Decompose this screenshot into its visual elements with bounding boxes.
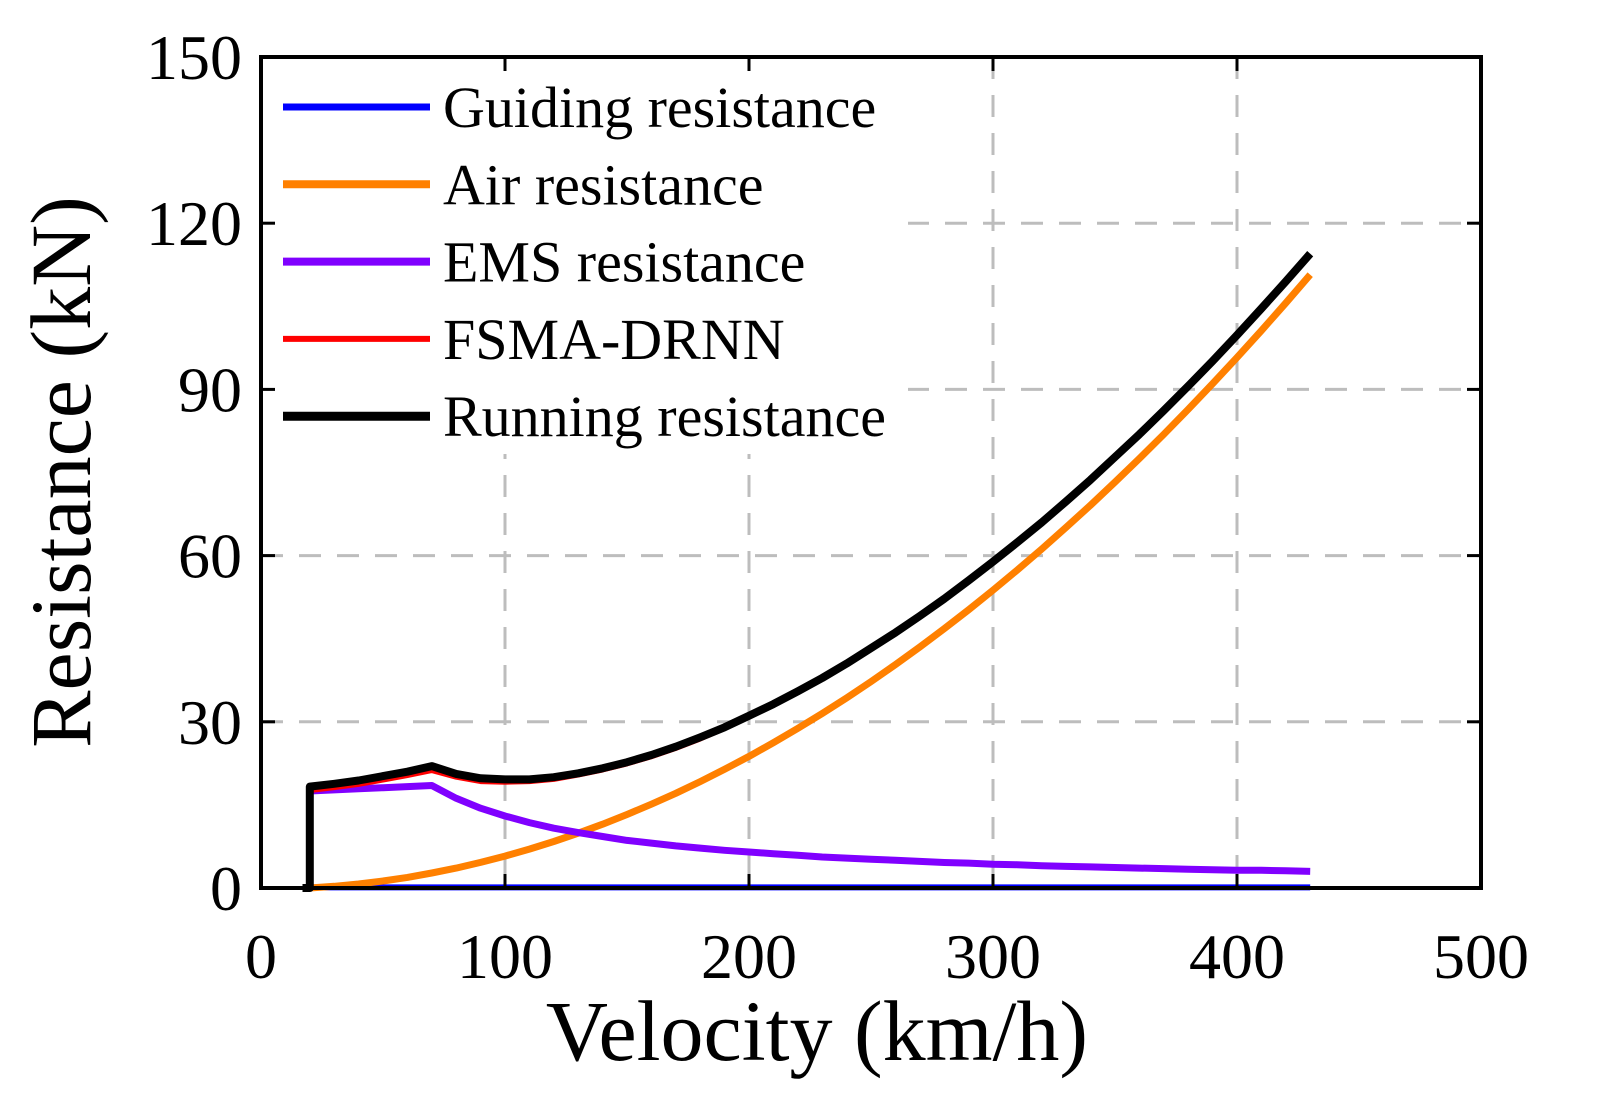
x-tick-label: 100	[457, 921, 553, 992]
axis-ticks	[259, 55, 1483, 890]
y-tick-label: 120	[146, 188, 242, 259]
y-tick-label: 90	[178, 354, 242, 425]
legend: Guiding resistance Air resistance EMS resi…	[283, 75, 886, 449]
legend-label: Air resistance	[443, 152, 763, 217]
x-axis-label: Velocity (km/h)	[546, 983, 1088, 1079]
y-tick-label: 60	[178, 521, 242, 592]
legend-label: EMS resistance	[443, 230, 805, 295]
y-tick-label: 30	[178, 687, 242, 758]
legend-label: Running resistance	[443, 384, 886, 449]
series-lines	[302, 251, 1314, 892]
x-tick-label: 0	[245, 921, 277, 992]
y-tick-label: 150	[146, 22, 242, 93]
y-tick-label: 0	[210, 853, 242, 924]
x-tick-label: 300	[945, 921, 1041, 992]
legend-label: Guiding resistance	[443, 75, 876, 140]
series-line-air-resistance	[309, 272, 1313, 892]
x-tick-label: 500	[1433, 921, 1529, 992]
legend-background	[263, 59, 908, 454]
series-line-running-resistance	[302, 251, 1314, 892]
legend-label: FSMA-DRNN	[443, 307, 785, 372]
y-axis-label: Resistance (kN)	[13, 196, 109, 748]
x-tick-label: 400	[1189, 921, 1285, 992]
plot-frame	[259, 55, 1483, 890]
series-line-ems-resistance	[309, 782, 1311, 875]
x-tick-label: 200	[701, 921, 797, 992]
